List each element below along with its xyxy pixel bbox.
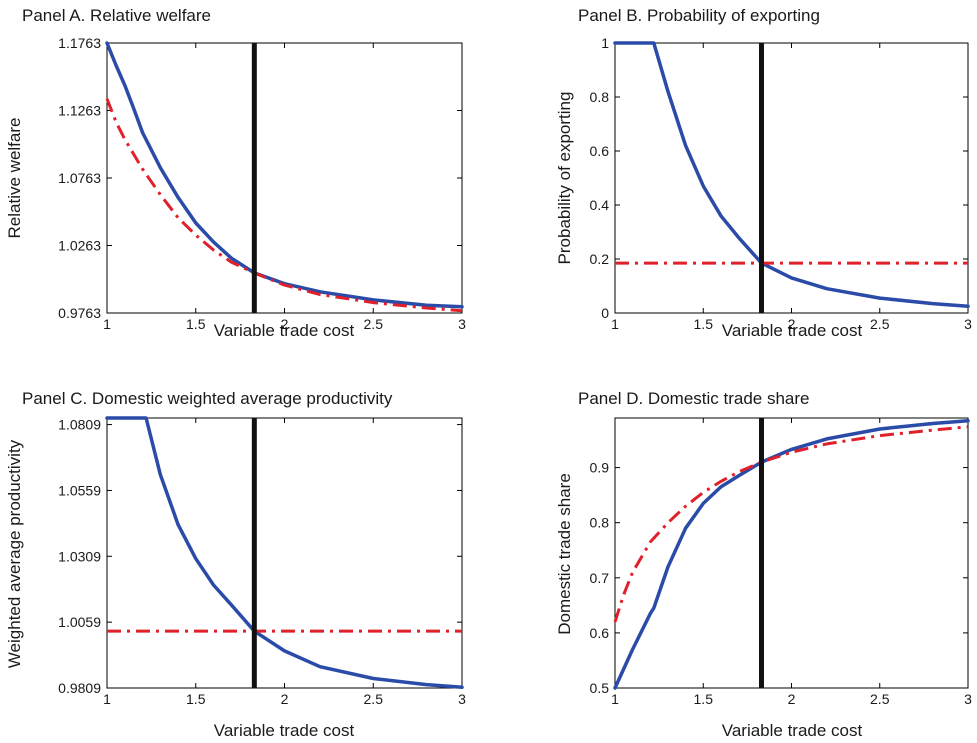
panel-title: Panel A. Relative welfare [22, 6, 211, 25]
series-line-solid [613, 419, 970, 690]
x-tick-label: 2.5 [870, 316, 890, 332]
panel-c: Panel C. Domestic weighted average produ… [5, 389, 466, 740]
series-line-dashdot [105, 98, 463, 313]
y-tick-label: 1.0809 [58, 417, 101, 433]
x-tick-label: 2.5 [364, 316, 384, 332]
y-tick-label: 1.1763 [58, 35, 101, 51]
x-tick-label: 3 [964, 316, 972, 332]
y-tick-label: 1.0309 [58, 548, 101, 564]
y-tick-label: 0.8 [590, 515, 610, 531]
series-line-solid [613, 41, 970, 309]
y-axis-label: Domestic trade share [555, 473, 574, 635]
panel-title: Panel B. Probability of exporting [578, 6, 820, 25]
y-tick-label: 1.0763 [58, 170, 101, 186]
x-tick-label: 2 [788, 691, 796, 707]
y-axis-label: Weighted average productivity [5, 439, 24, 668]
y-tick-label: 0 [601, 305, 609, 321]
panel-title: Panel C. Domestic weighted average produ… [22, 389, 393, 408]
y-axis-label: Relative welfare [5, 118, 24, 239]
series-line-solid [105, 416, 464, 689]
x-axis-label: Variable trade cost [722, 321, 863, 340]
panel-title: Panel D. Domestic trade share [578, 389, 810, 408]
panel-b: Panel B. Probability of exporting Probab… [555, 6, 972, 340]
x-tick-label: 1 [103, 691, 111, 707]
plot-frame [106, 417, 463, 689]
x-tick-label: 1 [611, 316, 619, 332]
y-tick-label: 1.1263 [58, 103, 101, 119]
y-tick-label: 0.9 [590, 460, 610, 476]
x-tick-label: 2 [788, 316, 796, 332]
y-tick-label: 0.6 [590, 143, 610, 159]
y-tick-label: 0.2 [590, 251, 610, 267]
y-tick-label: 0.4 [590, 197, 610, 213]
x-axis-label: Variable trade cost [214, 721, 355, 740]
y-tick-label: 0.7 [590, 570, 610, 586]
x-tick-label: 3 [458, 691, 466, 707]
y-tick-label: 1.0263 [58, 238, 101, 254]
x-tick-label: 2.5 [870, 691, 890, 707]
series-line-dashdot [613, 425, 969, 623]
y-tick-label: 0.8 [590, 89, 610, 105]
panel-d: Panel D. Domestic trade share Domestic t… [555, 389, 972, 740]
plot-frame [614, 417, 969, 689]
x-tick-label: 3 [458, 316, 466, 332]
x-tick-label: 1.5 [694, 316, 714, 332]
y-tick-label: 0.6 [590, 625, 610, 641]
x-axis-label: Variable trade cost [214, 321, 355, 340]
panel-a: Panel A. Relative welfare Relative welfa… [5, 6, 466, 340]
x-tick-label: 1.5 [186, 316, 206, 332]
x-tick-label: 2 [281, 316, 289, 332]
series-line-solid [105, 41, 464, 309]
x-tick-label: 1.5 [694, 691, 714, 707]
plot-frame [614, 42, 969, 314]
y-tick-label: 0.5 [590, 680, 610, 696]
x-tick-label: 3 [964, 691, 972, 707]
x-tick-label: 1 [103, 316, 111, 332]
y-tick-label: 1 [601, 35, 609, 51]
y-tick-label: 1.0059 [58, 614, 101, 630]
x-tick-label: 2.5 [364, 691, 384, 707]
y-tick-label: 0.9763 [58, 305, 101, 321]
x-tick-label: 2 [281, 691, 289, 707]
plot-frame [106, 42, 463, 314]
x-tick-label: 1 [611, 691, 619, 707]
x-tick-label: 1.5 [186, 691, 206, 707]
y-axis-label: Probability of exporting [555, 92, 574, 265]
x-axis-label: Variable trade cost [722, 721, 863, 740]
y-tick-label: 1.0559 [58, 482, 101, 498]
y-tick-label: 0.9809 [58, 680, 101, 696]
